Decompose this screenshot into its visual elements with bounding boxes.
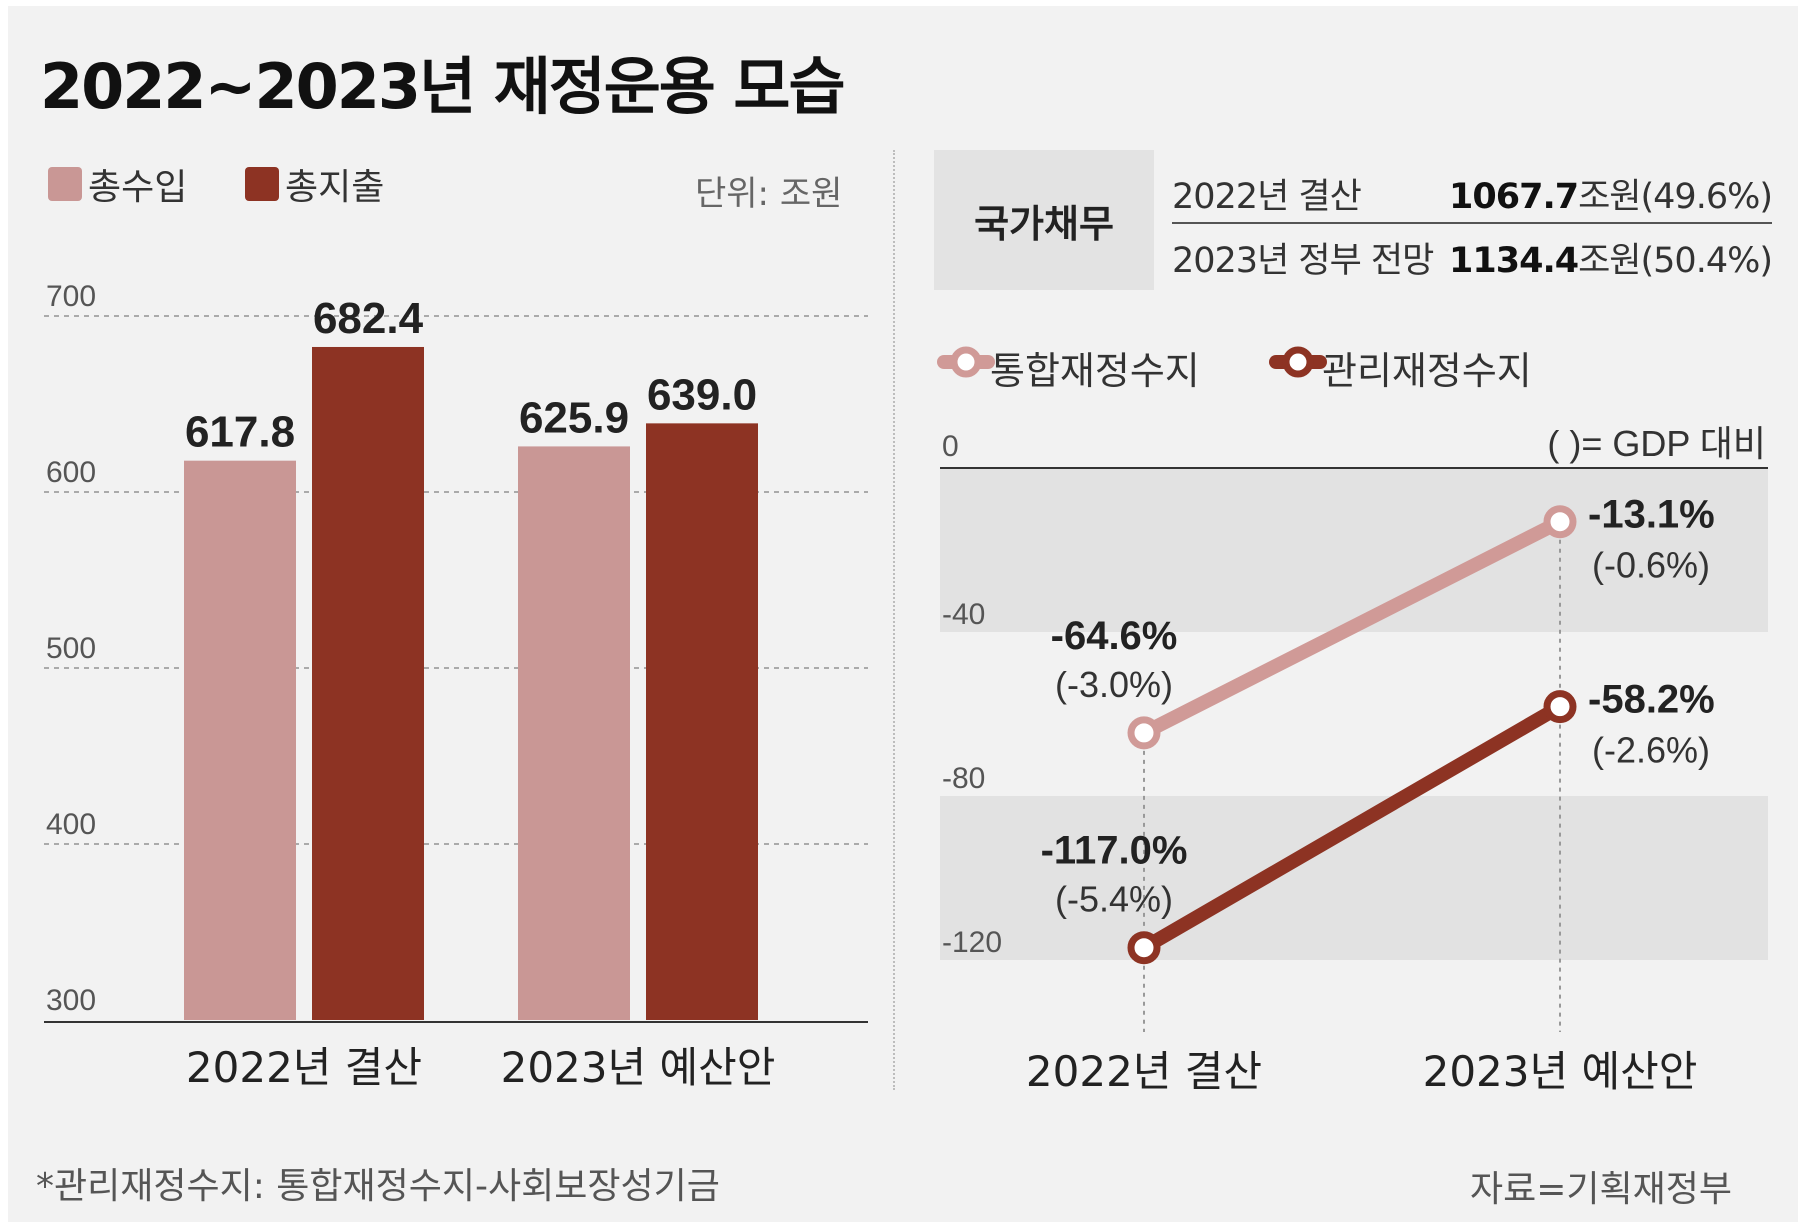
point-gdp-label: (-0.6%) (1592, 545, 1710, 586)
debt-row-2022: 2022년 결산 1067.7조원(49.6%) (1172, 168, 1773, 219)
legend-item-expenditure: 총지출 (245, 158, 384, 210)
data-point (1127, 716, 1161, 750)
y-tick-label: 700 (46, 280, 96, 313)
debt-row-value: 1134.4조원(50.4%) (1449, 232, 1773, 283)
x-category-label: 2022년 결산 (186, 1043, 422, 1092)
y-tick-label: 0 (942, 430, 959, 463)
debt-row-value: 1067.7조원(49.6%) (1449, 168, 1773, 219)
debt-box-label: 국가채무 (934, 150, 1154, 290)
y-tick-label: 500 (46, 632, 96, 665)
data-point (1127, 931, 1161, 965)
debt-unit: 조원 (1578, 241, 1641, 281)
point-value-label: -58.2% (1588, 678, 1715, 722)
bar-expenditure (312, 346, 424, 1020)
y-tick-label: -40 (942, 598, 985, 631)
line-legend-label-integrated: 통합재정수지 (990, 349, 1200, 393)
bar-expenditure (646, 423, 758, 1020)
y-tick-label: -120 (942, 926, 1002, 959)
page-title: 2022~2023년 재정운용 모습 (40, 50, 846, 123)
bar-value-label: 625.9 (519, 393, 629, 442)
bar-value-label: 682.4 (313, 294, 424, 343)
debt-ratio: (50.4%) (1640, 241, 1773, 281)
legend-label-revenue: 총수입 (88, 167, 188, 208)
gdp-note: ( )= GDP 대비 (1547, 423, 1766, 464)
y-tick-label: -80 (942, 762, 985, 795)
legend-swatch-revenue (48, 167, 82, 201)
point-value-label: -117.0% (1041, 829, 1188, 873)
debt-ratio: (49.6%) (1640, 177, 1773, 217)
point-value-label: -13.1% (1588, 493, 1715, 537)
legend-point-marker (950, 346, 982, 378)
point-gdp-label: (-2.6%) (1592, 730, 1710, 771)
bar-value-label: 639.0 (647, 370, 757, 419)
debt-amount: 1067.7 (1449, 177, 1579, 217)
legend-point-marker (1282, 346, 1314, 378)
band-shade (940, 468, 1768, 632)
footnote: *관리재정수지: 통합재정수지-사회보장성기금 (36, 1166, 720, 1207)
debt-row-2023: 2023년 정부 전망 1134.4조원(50.4%) (1172, 232, 1773, 283)
series-line-managed (1137, 699, 1567, 955)
debt-unit: 조원 (1578, 177, 1641, 217)
point-gdp-label: (-5.4%) (1055, 879, 1173, 920)
x-category-label: 2023년 예산안 (501, 1043, 776, 1092)
series-line-integrated (1137, 514, 1567, 740)
debt-row-label: 2022년 결산 (1172, 177, 1362, 217)
legend-item-revenue: 총수입 (48, 158, 187, 210)
source-credit: 자료=기획재정부 (1470, 1169, 1733, 1210)
x-category-label: 2023년 예산안 (1423, 1047, 1698, 1096)
y-tick-label: 400 (46, 808, 96, 841)
bar-value-label: 617.8 (185, 408, 295, 457)
panel-divider (893, 150, 895, 1090)
y-tick-label: 600 (46, 456, 96, 489)
legend-label-expenditure: 총지출 (285, 167, 385, 208)
point-value-label: -64.6% (1051, 614, 1178, 658)
legend-swatch-expenditure (245, 167, 279, 201)
bar-revenue (184, 460, 296, 1020)
y-tick-label: 300 (46, 984, 96, 1017)
bar-revenue (518, 446, 630, 1020)
point-gdp-label: (-3.0%) (1055, 664, 1173, 705)
unit-label: 단위: 조원 (695, 174, 843, 214)
line-legend-label-managed: 관리재정수지 (1322, 349, 1532, 393)
debt-amount: 1134.4 (1449, 241, 1579, 281)
debt-separator (1172, 222, 1772, 224)
data-point (1543, 505, 1577, 539)
x-category-label: 2022년 결산 (1026, 1047, 1262, 1096)
debt-row-label: 2023년 정부 전망 (1172, 241, 1434, 281)
data-point (1543, 690, 1577, 724)
